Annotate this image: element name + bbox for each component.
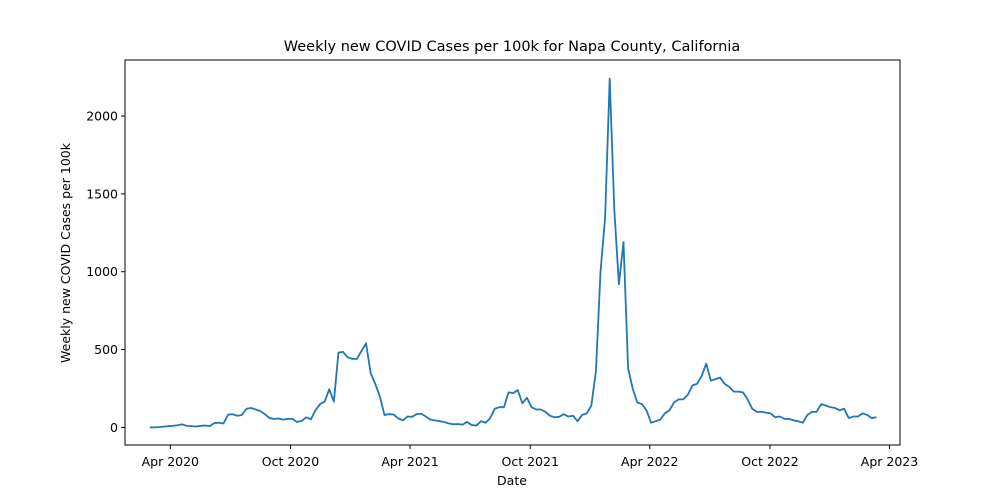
y-tick-label: 500 (94, 342, 118, 357)
y-tick-label: 1000 (86, 264, 118, 279)
y-tick-label: 1500 (86, 186, 118, 201)
x-tick-label: Apr 2021 (381, 454, 438, 469)
y-tick-label: 2000 (86, 109, 118, 124)
x-axis-label: Date (497, 473, 527, 488)
axes-frame (124, 59, 901, 446)
x-tick-label: Apr 2023 (861, 454, 918, 469)
x-tick-label: Oct 2022 (741, 454, 798, 469)
x-tick-label: Oct 2021 (502, 454, 559, 469)
x-axis: Apr 2020 Oct 2020 Apr 2021 Oct 2021 Apr 2022… (142, 445, 918, 469)
series-line-0 (149, 77, 877, 429)
plot-area (149, 77, 877, 429)
x-tick-label: Apr 2022 (621, 454, 678, 469)
y-tick-label: 0 (110, 420, 118, 435)
y-axis-label: Weekly new COVID Cases per 100k (58, 142, 73, 363)
chart-title: Weekly new COVID Cases per 100k for Napa… (284, 39, 741, 55)
y-axis: 0 500 1000 1500 2000 (86, 109, 125, 435)
x-tick-label: Apr 2020 (142, 454, 199, 469)
x-tick-label: Oct 2020 (262, 454, 319, 469)
